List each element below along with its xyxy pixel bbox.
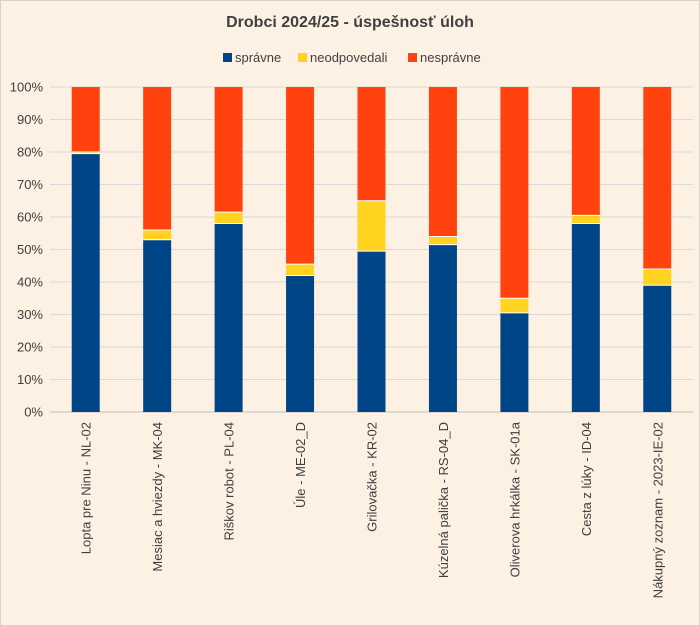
- legend-swatch: [408, 53, 417, 62]
- y-tick-label: 100%: [10, 80, 44, 95]
- bar-segment: [571, 87, 600, 216]
- legend-label: nesprávne: [420, 50, 481, 65]
- y-axis-ticks: 0% 10% 20% 30% 40% 50% 60% 70% 80% 90% 100%: [10, 80, 44, 420]
- bar-segment: [143, 87, 172, 230]
- bar-segment: [71, 87, 100, 152]
- bar-segment: [214, 223, 243, 412]
- bar-segment: [643, 285, 672, 412]
- bar-segment: [428, 244, 457, 412]
- x-category-label: Nákupný zoznam - 2023-IE-02: [650, 422, 665, 598]
- y-tick-label: 50%: [17, 242, 43, 257]
- x-category-label: Grilovačka - KR-02: [365, 422, 380, 532]
- legend: správne neodpovedali nesprávne: [223, 50, 481, 65]
- bar-segment: [214, 87, 243, 213]
- bar-segment: [286, 87, 315, 265]
- bar-segment: [357, 251, 386, 412]
- bar-segment: [571, 215, 600, 224]
- bar-segment: [357, 200, 386, 252]
- legend-swatch: [223, 53, 232, 62]
- x-category-label: Lopta pre Ninu - NL-02: [79, 422, 94, 554]
- x-category-label: Oliverova hrkálka - SK-01a: [507, 421, 522, 577]
- bar-segment: [143, 230, 172, 240]
- bar-segment: [500, 312, 529, 412]
- y-tick-label: 90%: [17, 112, 43, 127]
- y-tick-label: 70%: [17, 177, 43, 192]
- bar-segment: [286, 275, 315, 412]
- y-tick-label: 40%: [17, 275, 43, 290]
- bar-segment: [500, 298, 529, 313]
- bars: [71, 87, 672, 412]
- y-tick-label: 20%: [17, 340, 43, 355]
- bar-segment: [571, 223, 600, 412]
- bar-segment: [71, 152, 100, 154]
- y-tick-label: 80%: [17, 145, 43, 160]
- legend-swatch: [298, 53, 307, 62]
- y-tick-label: 0%: [24, 405, 43, 420]
- bar-segment: [357, 87, 386, 201]
- bar-segment: [214, 212, 243, 224]
- chart-title: Drobci 2024/25 - úspešnosť úloh: [226, 14, 474, 31]
- bar-segment: [286, 264, 315, 276]
- legend-label: neodpovedali: [310, 50, 387, 65]
- y-tick-label: 10%: [17, 372, 43, 387]
- y-tick-label: 60%: [17, 210, 43, 225]
- x-category-label: Mesiac a hviezdy - MK-04: [150, 422, 165, 572]
- y-tick-label: 30%: [17, 307, 43, 322]
- bar-segment: [428, 236, 457, 245]
- bar-segment: [500, 87, 529, 299]
- x-category-label: Úle - ME-02_D: [293, 422, 308, 508]
- bar-segment: [71, 153, 100, 412]
- legend-label: správne: [235, 50, 281, 65]
- bar-segment: [643, 269, 672, 286]
- bar-segment: [643, 87, 672, 269]
- x-category-label: Kúzelná palička - RS-04_D: [436, 422, 451, 578]
- x-category-label: Cesta z lúky - ID-04: [579, 422, 594, 536]
- x-category-label: Riškov robot - PL-04: [222, 422, 237, 541]
- bar-segment: [428, 87, 457, 237]
- bar-segment: [143, 239, 172, 412]
- x-axis-categories: Lopta pre Ninu - NL-02 Mesiac a hviezdy -…: [79, 421, 666, 598]
